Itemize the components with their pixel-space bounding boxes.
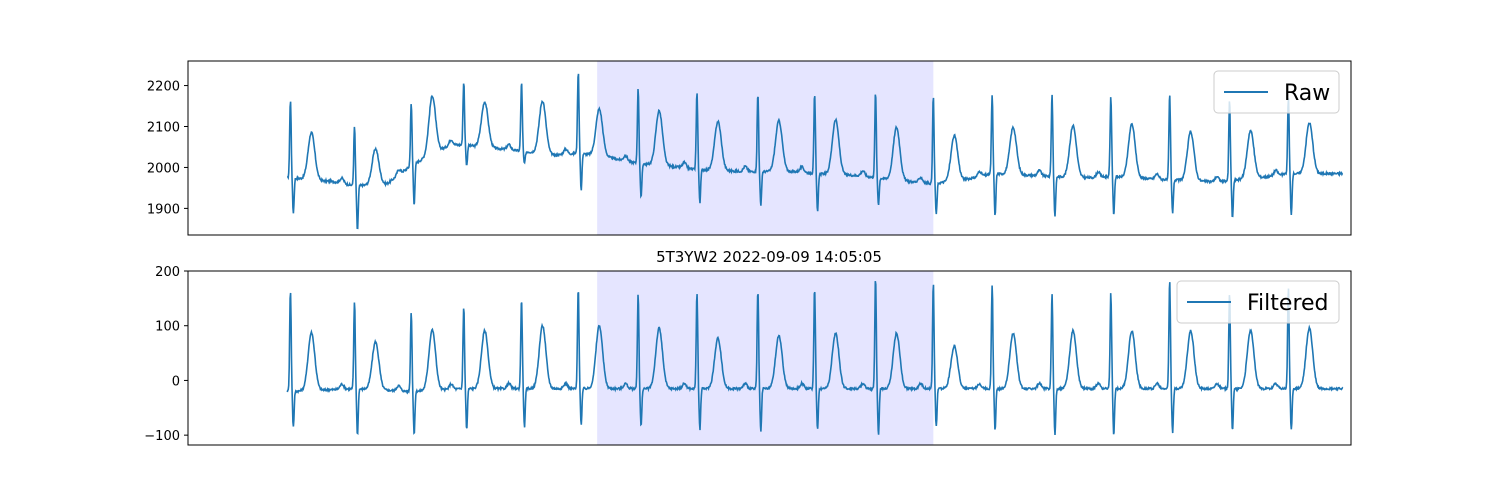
filtered-legend: Filtered [1176, 280, 1340, 324]
filtered-y-axis: −100 0 100 200 [144, 265, 188, 444]
y-tick-label: 2200 [147, 80, 180, 95]
raw-legend-label: Raw [1284, 81, 1330, 106]
filtered-highlight-span [597, 271, 934, 445]
filtered-legend-box [1176, 280, 1340, 324]
filtered-panel-title: 5T3YW2 2022-09-09 14:05:05 [656, 248, 882, 266]
filtered-panel: −100 0 100 200 Filtered [144, 265, 1352, 446]
y-tick-label: 2000 [147, 161, 180, 176]
y-tick-label: 0 [172, 374, 180, 389]
raw-y-axis: 1900 2000 2100 2200 [147, 80, 188, 217]
raw-legend: Raw [1213, 70, 1340, 114]
raw-series-line [286, 73, 1344, 230]
raw-legend-box [1213, 70, 1340, 114]
raw-panel: 1900 2000 2100 2200 Raw [147, 60, 1352, 236]
filtered-axes-frame [187, 270, 1352, 446]
y-tick-label: 200 [155, 265, 180, 280]
y-tick-label: 100 [155, 320, 180, 335]
y-tick-label: 2100 [147, 121, 180, 136]
y-tick-label: 1900 [147, 202, 180, 217]
raw-axes-frame [187, 60, 1352, 236]
filtered-legend-label: Filtered [1247, 291, 1329, 316]
raw-highlight-span [597, 61, 934, 235]
y-tick-label: −100 [144, 429, 180, 444]
filtered-series-line [286, 280, 1344, 436]
